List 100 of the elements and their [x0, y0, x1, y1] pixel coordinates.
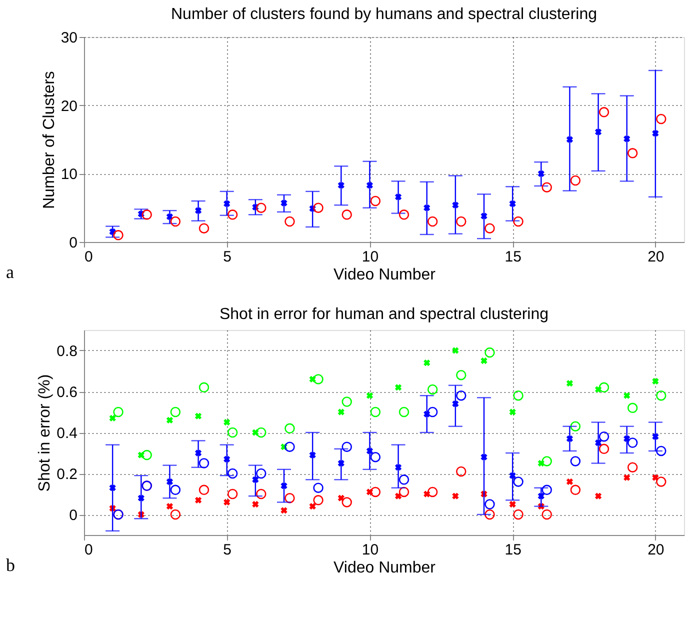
point — [309, 452, 316, 458]
point — [338, 182, 344, 189]
point — [170, 216, 181, 227]
point — [366, 392, 374, 399]
point — [113, 230, 124, 240]
point — [194, 496, 202, 504]
point — [456, 390, 466, 401]
point — [627, 462, 638, 472]
point — [538, 492, 544, 500]
point — [656, 390, 666, 401]
point — [370, 486, 381, 498]
point — [598, 431, 610, 442]
point — [598, 107, 610, 118]
text: b — [6, 555, 15, 575]
point — [338, 494, 344, 502]
point — [252, 476, 259, 483]
point — [256, 202, 266, 213]
point — [394, 384, 402, 391]
y-tick-label: 0.2 — [56, 466, 78, 483]
point — [109, 484, 116, 492]
point — [509, 200, 516, 208]
point — [594, 492, 602, 500]
point — [484, 499, 495, 510]
point — [284, 216, 295, 227]
x-tick-label: 0 — [84, 542, 93, 558]
point — [513, 509, 524, 520]
point — [509, 408, 516, 416]
point — [309, 502, 316, 510]
point — [398, 486, 410, 498]
x-tick-label: 15 — [504, 248, 522, 266]
point — [452, 400, 459, 408]
point — [484, 509, 495, 520]
point — [166, 502, 174, 510]
point — [342, 442, 352, 452]
point — [142, 210, 152, 220]
point — [509, 472, 516, 479]
point — [456, 370, 466, 380]
point — [256, 468, 266, 479]
point — [570, 484, 581, 496]
point — [224, 200, 230, 208]
point — [513, 390, 524, 401]
point — [627, 438, 638, 448]
y-tick-label: 10 — [60, 166, 78, 184]
point — [427, 216, 438, 227]
point — [566, 478, 574, 486]
y-tick-label: 0 — [69, 507, 78, 524]
chart-title: Shot in error for human and spectral clustering — [219, 306, 549, 323]
point — [594, 439, 602, 446]
point — [227, 468, 238, 479]
point — [627, 402, 638, 414]
point — [227, 488, 238, 500]
point — [394, 464, 402, 471]
point — [342, 396, 352, 407]
point — [480, 212, 488, 220]
point — [542, 509, 552, 520]
x-axis-title: Video Number — [334, 266, 436, 284]
point — [598, 444, 610, 454]
point — [566, 136, 574, 143]
point — [366, 448, 374, 454]
point — [170, 509, 181, 520]
point — [452, 347, 459, 354]
point — [424, 204, 430, 212]
point — [227, 210, 238, 220]
point — [142, 450, 152, 460]
point — [370, 406, 381, 418]
point — [538, 170, 544, 177]
point — [198, 382, 210, 393]
point — [513, 476, 524, 487]
x-tick-label: 20 — [648, 542, 664, 558]
point — [280, 507, 288, 514]
point — [542, 456, 552, 466]
point — [138, 494, 144, 502]
point — [656, 476, 666, 487]
point — [284, 442, 295, 452]
point — [370, 196, 381, 206]
x-tick-label: 20 — [648, 248, 664, 266]
point — [194, 412, 202, 420]
y-tick-label: 0 — [69, 234, 78, 252]
point — [166, 416, 174, 424]
point — [570, 456, 581, 466]
text: a — [6, 262, 14, 282]
point — [456, 466, 466, 477]
x-axis-title: Video Number — [334, 560, 436, 576]
point — [456, 216, 466, 227]
y-axis-title: Number of Clusters — [40, 71, 58, 209]
x-tick-label: 10 — [362, 542, 379, 558]
point — [166, 478, 174, 486]
point — [452, 492, 459, 500]
point — [252, 500, 259, 508]
point — [366, 182, 374, 189]
y-tick-label: 0.8 — [56, 343, 78, 360]
point — [570, 421, 581, 432]
point — [342, 497, 352, 508]
x-tick-label: 5 — [223, 542, 232, 558]
point — [370, 452, 381, 462]
point — [394, 194, 402, 200]
point — [427, 384, 438, 395]
y-axis-title: Shot in error (%) — [36, 374, 54, 492]
point — [624, 135, 630, 142]
point — [598, 382, 610, 393]
